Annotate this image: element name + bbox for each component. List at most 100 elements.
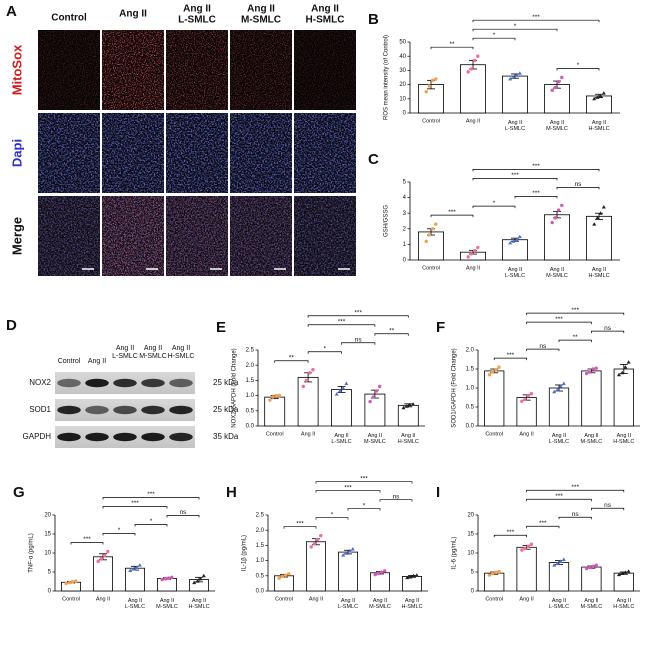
text-line: H-SMLC [588, 273, 609, 279]
lane-header: Ang II H-SMLC [168, 345, 195, 360]
data-point [96, 559, 100, 564]
text-line: Ang II [183, 3, 211, 14]
x-tick-label: Ang II [466, 118, 481, 124]
x-tick-label: Control [485, 596, 503, 602]
significance-label: *** [131, 500, 139, 507]
significance-bracket [307, 315, 409, 318]
significance-bracket [472, 37, 516, 41]
bar [613, 368, 634, 427]
data-point [74, 579, 78, 583]
bar [548, 562, 570, 592]
significance-label: *** [296, 520, 304, 527]
significance-label: ** [449, 41, 455, 48]
text-line: M-SMLC [364, 439, 386, 445]
data-point [67, 580, 72, 585]
row-label: MitoSox [9, 44, 24, 95]
significance-bracket [526, 498, 592, 502]
significance-label: *** [448, 209, 456, 216]
data-point [283, 573, 288, 577]
data-point [198, 576, 203, 581]
y-tick-label: 5 [471, 570, 475, 576]
data-point [102, 553, 107, 558]
text-line: Ang II [128, 598, 143, 604]
significance-bracket [472, 19, 600, 23]
text-line: Ang II [116, 345, 134, 352]
significance-bracket [134, 524, 168, 527]
significance-bracket [430, 214, 474, 218]
data-point [487, 573, 492, 577]
x-tick-label: Control [422, 265, 440, 271]
blot-band [113, 432, 137, 442]
significance-bracket [166, 515, 200, 518]
bar [401, 576, 422, 592]
text-line: Ang II [552, 598, 567, 604]
data-point [427, 84, 432, 88]
data-point [337, 389, 342, 393]
text-line: Ang II [192, 598, 207, 604]
lane-header: Control [58, 358, 81, 365]
significance-bracket [526, 489, 625, 493]
text-line: H-SMLC [588, 126, 609, 132]
data-point [466, 70, 470, 74]
bar [544, 214, 571, 261]
data-point [166, 576, 171, 580]
bar [459, 64, 486, 114]
text-line: H-SMLC [168, 353, 195, 360]
significance-bracket [102, 506, 168, 509]
significance-bracket [472, 169, 600, 172]
x-tick-label: Ang II [466, 265, 481, 271]
y-tick-label: 0.0 [256, 589, 265, 595]
significance-label: ** [389, 327, 395, 334]
data-point [556, 80, 561, 84]
data-point [131, 566, 136, 571]
data-point [407, 402, 412, 407]
x-tick-label: Ang II M-SMLC [581, 598, 603, 610]
data-point [308, 371, 312, 375]
significance-label: *** [354, 309, 362, 316]
significance-bracket [558, 516, 592, 520]
data-point [620, 571, 625, 576]
text-line: L-SMLC [331, 439, 351, 445]
significance-bracket [102, 533, 136, 536]
significance-label: *** [360, 475, 368, 482]
data-point [424, 239, 428, 243]
significance-bracket [315, 481, 413, 484]
protein-label: GAPDH [23, 432, 52, 441]
text-line: M-SMLC [546, 273, 568, 279]
text-line: M-SMLC [369, 604, 391, 610]
significance-label: *** [338, 318, 346, 325]
text-line: H-SMLC [188, 604, 209, 610]
x-tick-label: Ang II L-SMLC [505, 120, 525, 132]
x-tick-label: Control [485, 431, 503, 437]
data-point [268, 398, 272, 402]
significance-label: * [363, 502, 366, 509]
mitosox-signal [102, 30, 164, 110]
data-point [414, 573, 419, 577]
panel-letter: E [216, 319, 226, 336]
data-point [434, 222, 438, 226]
data-point [508, 240, 513, 245]
y-tick-label: 0 [48, 589, 52, 595]
bar [548, 387, 570, 427]
y-tick-label: 5 [48, 570, 52, 576]
mitosox-signal [294, 30, 356, 110]
data-point [529, 542, 534, 546]
blot-band [169, 378, 193, 388]
data-point [312, 542, 317, 546]
y-tick-label: 3 [403, 211, 407, 217]
bar [397, 404, 419, 427]
significance-bracket [514, 196, 558, 199]
panel-letter: F [436, 319, 445, 336]
text-line: L-SMLC [112, 353, 138, 360]
lane-header: Ang II M-SMLC [139, 345, 167, 360]
data-point [550, 220, 554, 225]
size-label: 25 kDa [213, 378, 239, 387]
data-point [552, 389, 557, 394]
bar [417, 231, 444, 261]
data-point [277, 393, 282, 398]
x-tick-label: Ang II H-SMLC [613, 598, 634, 610]
significance-bracket [556, 68, 600, 71]
data-point [371, 395, 375, 399]
text-line: H-SMLC [398, 439, 419, 445]
significance-bracket [591, 330, 625, 334]
